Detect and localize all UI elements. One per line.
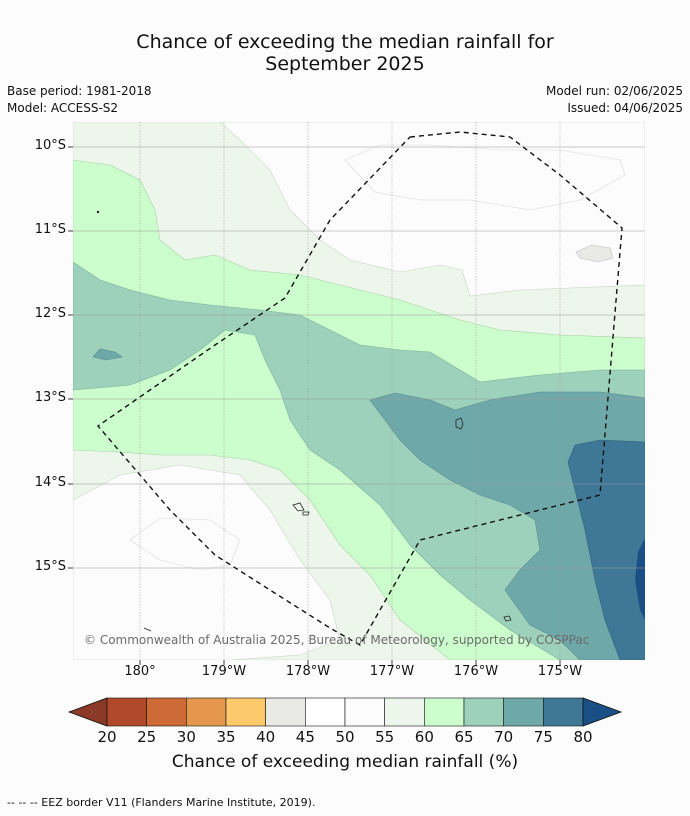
model-run: Model run: 02/06/2025 bbox=[545, 84, 683, 98]
island-wallis bbox=[292, 502, 305, 512]
meta-left: Base period: 1981-2018 Model: ACCESS-S2 bbox=[7, 83, 152, 117]
colorbar-tick: 75 bbox=[533, 728, 553, 746]
colorbar-segment bbox=[106, 697, 147, 727]
colorbar-tick: 25 bbox=[137, 728, 157, 746]
colorbar-tick: 65 bbox=[454, 728, 474, 746]
colorbar-segment bbox=[344, 697, 385, 727]
contour-70-75-west-blob bbox=[92, 348, 123, 361]
island-futuna bbox=[302, 511, 310, 516]
lon-label: 177°W bbox=[369, 664, 415, 679]
graticule bbox=[73, 122, 645, 660]
colorbar bbox=[67, 697, 623, 727]
colorbar-tick: 55 bbox=[375, 728, 395, 746]
title-line-2: September 2025 bbox=[265, 53, 425, 75]
colorbar-segment bbox=[225, 697, 266, 727]
colorbar-tick: 30 bbox=[176, 728, 196, 746]
lon-label: 175°W bbox=[537, 664, 583, 679]
lat-label: 10°S bbox=[34, 138, 66, 153]
lat-label: 14°S bbox=[34, 475, 66, 490]
colorbar-tick: 20 bbox=[97, 728, 117, 746]
chart-title: Chance of exceeding the median rainfall … bbox=[0, 31, 690, 75]
colorbar-arrow-high bbox=[582, 697, 623, 727]
lon-label: 180° bbox=[124, 664, 156, 679]
colorbar-segment bbox=[543, 697, 584, 727]
colorbar-segment bbox=[265, 697, 306, 727]
axis-ticks bbox=[68, 146, 561, 665]
colorbar-tick: 45 bbox=[295, 728, 315, 746]
colorbar-tick: 60 bbox=[414, 728, 434, 746]
map-credit: © Commonwealth of Australia 2025, Bureau… bbox=[84, 633, 590, 647]
colorbar-tick: 50 bbox=[335, 728, 355, 746]
contour-45-50-north bbox=[344, 144, 626, 211]
contour-45-50-south bbox=[129, 517, 241, 571]
islands bbox=[96, 210, 512, 632]
colorbar-segment bbox=[424, 697, 465, 727]
island-south bbox=[503, 615, 512, 622]
eez-legend: -- -- -- EEZ border V11 (Flanders Marine… bbox=[7, 796, 316, 809]
colorbar-tick: 40 bbox=[256, 728, 276, 746]
colorbar-segment bbox=[463, 697, 504, 727]
colorbar-label: Chance of exceeding median rainfall (%) bbox=[171, 752, 519, 772]
lat-label: 12°S bbox=[34, 306, 66, 321]
contour-75-80 bbox=[567, 439, 645, 660]
map-plot-area bbox=[73, 122, 645, 660]
lat-label: 11°S bbox=[34, 222, 66, 237]
colorbar-tick: 80 bbox=[573, 728, 593, 746]
colorbar-tick: 35 bbox=[216, 728, 236, 746]
island-dot bbox=[96, 210, 100, 214]
meta-right: Model run: 02/06/2025 Issued: 04/06/2025 bbox=[546, 83, 683, 117]
colorbar-segment bbox=[384, 697, 425, 727]
island-upolu bbox=[455, 417, 464, 430]
lon-label: 179°W bbox=[201, 664, 247, 679]
title-line-1: Chance of exceeding the median rainfall … bbox=[136, 31, 554, 53]
colorbar-arrow-low bbox=[67, 697, 108, 727]
contour-40-45 bbox=[575, 244, 614, 263]
base-period: Base period: 1981-2018 bbox=[7, 84, 152, 98]
colorbar-segment bbox=[305, 697, 346, 727]
lon-label: 178°W bbox=[285, 664, 331, 679]
island-west bbox=[143, 627, 152, 632]
contour-80-plus bbox=[635, 538, 645, 620]
colorbar-segment bbox=[146, 697, 187, 727]
contour-65-70 bbox=[73, 261, 645, 660]
lat-label: 13°S bbox=[34, 390, 66, 405]
colorbar-segment bbox=[186, 697, 227, 727]
colorbar-segment bbox=[503, 697, 544, 727]
issued-date: Issued: 04/06/2025 bbox=[567, 101, 683, 115]
lon-label: 176°W bbox=[453, 664, 499, 679]
colorbar-tick: 70 bbox=[494, 728, 514, 746]
lat-label: 15°S bbox=[34, 559, 66, 574]
model-name: Model: ACCESS-S2 bbox=[7, 101, 119, 115]
